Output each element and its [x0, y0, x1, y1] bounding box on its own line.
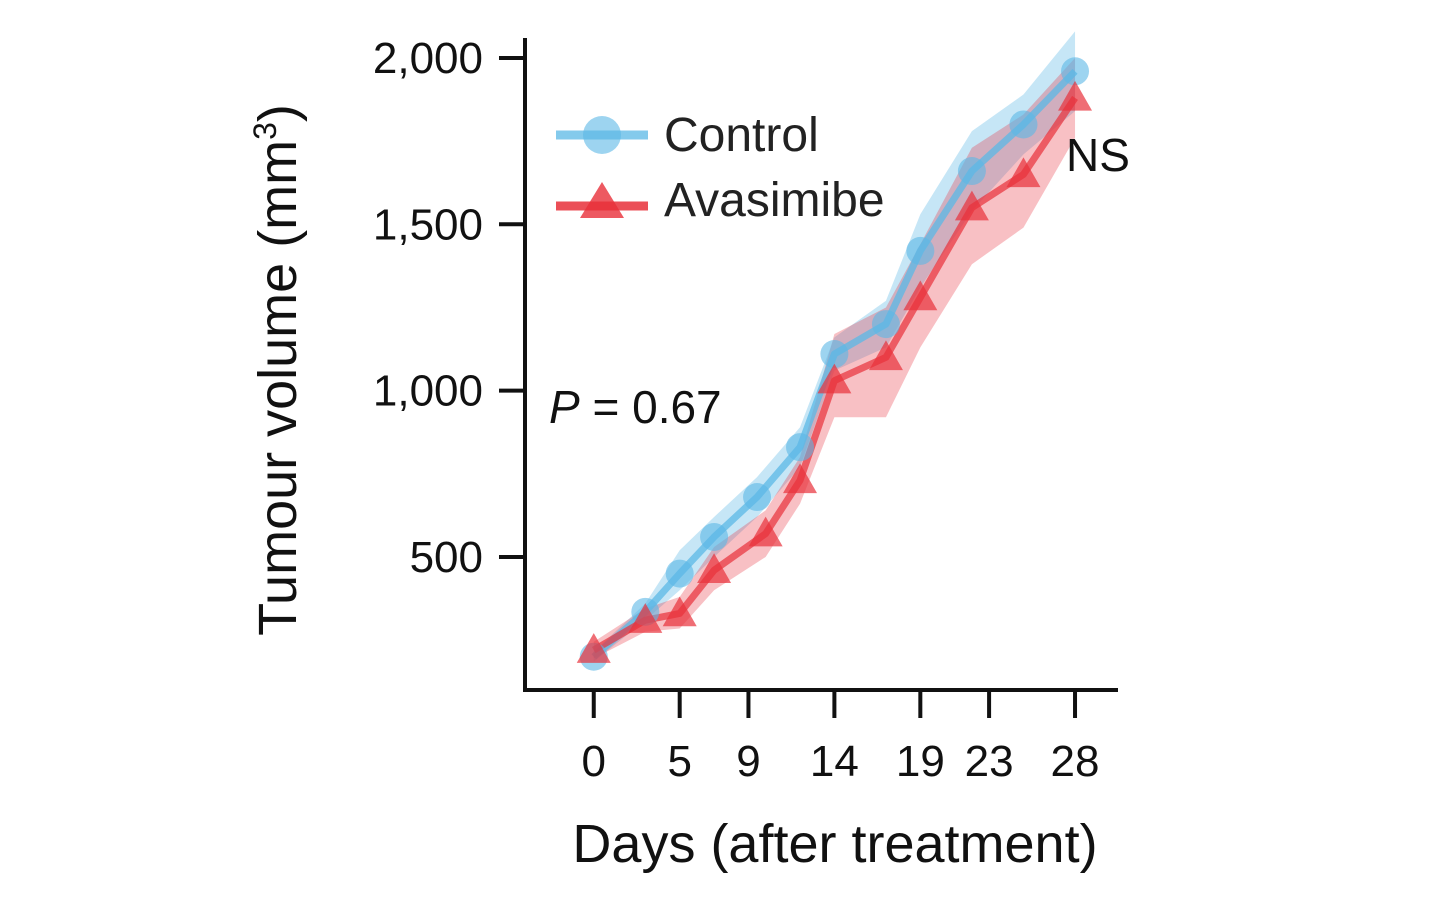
data-point-control [1009, 110, 1038, 139]
y-axis-title: Tumour volume (mm3) [247, 104, 308, 636]
y-ticks: 500 1,000 1,500 2,000 [373, 34, 525, 582]
data-point-avasimibe [1058, 80, 1093, 111]
p-value-annotation: P = 0.67 [549, 381, 722, 433]
x-tick-label: 28 [1051, 737, 1100, 786]
y-axis-title-main: Tumour volume (mm [248, 140, 308, 636]
data-point-control [1061, 57, 1090, 86]
x-tick-label: 9 [736, 737, 760, 786]
data-point-avasimibe [783, 463, 818, 494]
x-tick-label: 23 [965, 737, 1014, 786]
data-point-control [665, 559, 694, 588]
legend-label-avasimibe: Avasimibe [664, 174, 885, 227]
data-point-control [743, 483, 772, 512]
data-point-avasimibe [903, 280, 938, 311]
data-point-control [820, 340, 849, 369]
y-tick-label: 500 [410, 533, 483, 582]
axes [523, 38, 1118, 692]
y-tick-label: 1,000 [373, 367, 483, 416]
data-point-avasimibe [1006, 157, 1041, 188]
legend-marker-avasimibe [580, 182, 624, 218]
y-tick-label: 1,500 [373, 200, 483, 249]
legend-label-control: Control [664, 109, 819, 162]
data-point-avasimibe [954, 190, 989, 221]
data-point-avasimibe [662, 596, 697, 627]
data-point-control [786, 433, 815, 462]
data-point-avasimibe [748, 516, 783, 547]
x-ticks: 0 5 9 14 19 23 28 [582, 690, 1100, 786]
legend: Control Avasimibe [556, 109, 885, 227]
data-point-avasimibe [628, 603, 663, 633]
y-axis-title-close: ) [248, 104, 308, 122]
significance-label: NS [1066, 129, 1130, 181]
x-tick-label: 5 [667, 737, 691, 786]
data-point-avasimibe [868, 340, 903, 371]
data-point-control [906, 236, 935, 265]
x-tick-label: 14 [810, 737, 859, 786]
data-point-control [700, 522, 729, 551]
data-point-avasimibe [697, 553, 732, 583]
data-point-avasimibe [576, 633, 611, 663]
p-value-symbol: P [549, 381, 580, 433]
x-tick-label: 0 [582, 737, 606, 786]
series-markers [576, 57, 1093, 671]
x-tick-label: 19 [896, 737, 945, 786]
y-tick-label: 2,000 [373, 34, 483, 83]
y-axis-title-sup: 3 [247, 122, 283, 140]
data-point-control [871, 310, 900, 339]
x-axis-title: Days (after treatment) [572, 814, 1097, 874]
data-point-control [957, 157, 986, 186]
data-point-avasimibe [817, 363, 852, 394]
legend-marker-control [583, 116, 621, 154]
p-value-number: = 0.67 [580, 381, 722, 433]
